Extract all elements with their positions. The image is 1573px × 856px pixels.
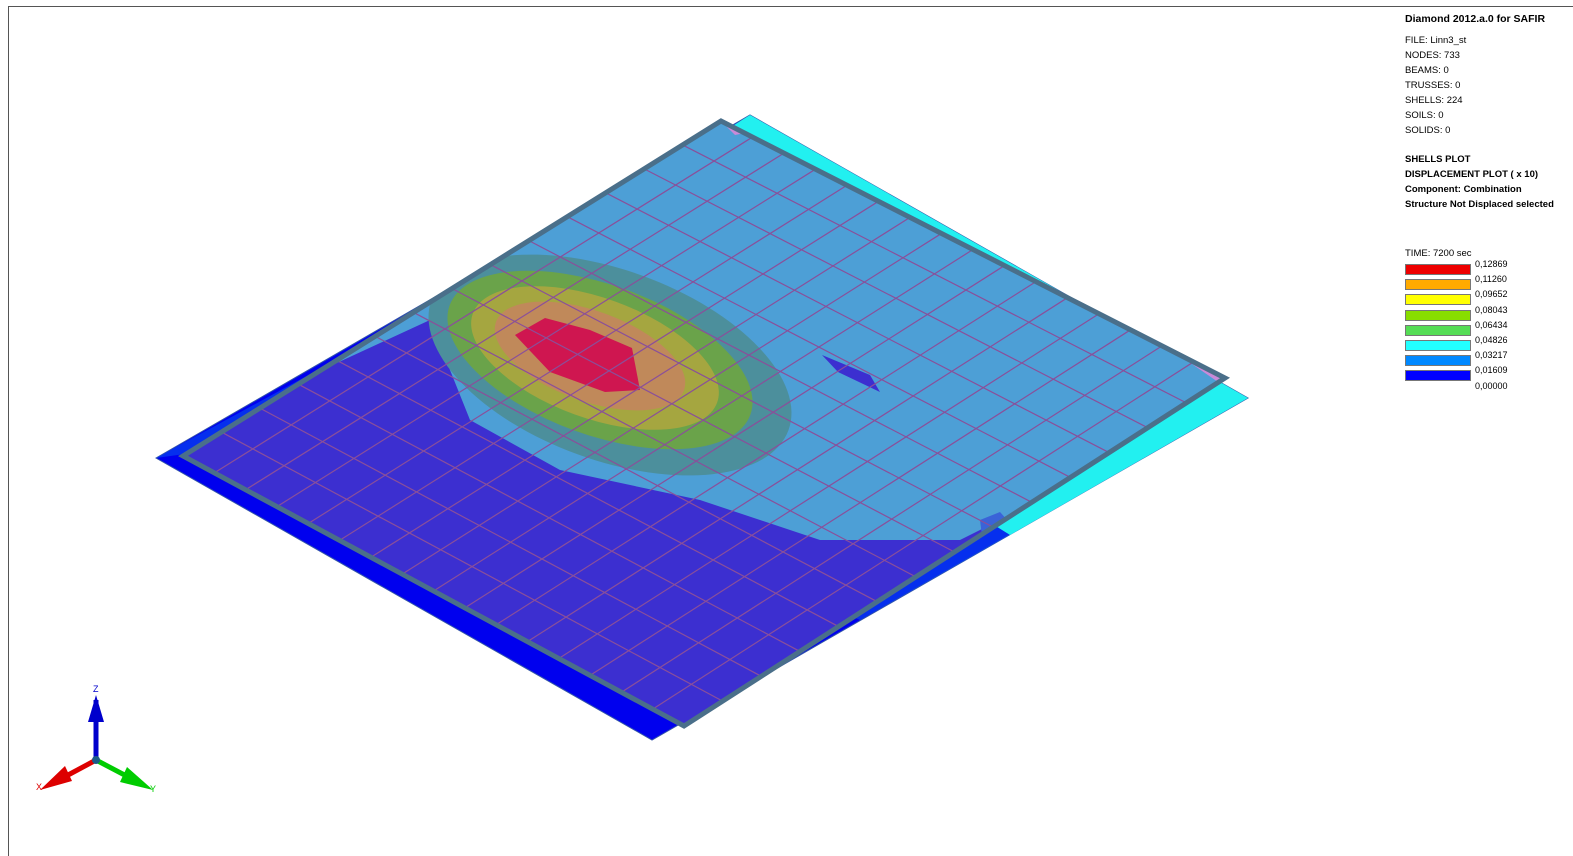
legend-row: 0,12869 — [1405, 259, 1508, 276]
legend-swatch — [1405, 264, 1471, 275]
mesh-grid — [213, 136, 1194, 710]
mesh-line — [413, 311, 917, 578]
trusses-count: TRUSSES: 0 — [1405, 80, 1461, 91]
mesh-line — [490, 264, 994, 528]
mesh-line — [528, 240, 1033, 503]
legend-level-value: 0,11260 — [1475, 274, 1507, 285]
model-info-panel: Diamond 2012.a.0 for SAFIR FILE: Linn3_s… — [1405, 12, 1573, 212]
x-axis-arrow — [40, 766, 72, 790]
legend-level-value: 0,08043 — [1475, 304, 1508, 315]
slab-blue-region — [183, 320, 1050, 726]
mesh-line — [298, 383, 801, 652]
legend-row: 0,09652 — [1405, 289, 1508, 306]
legend-row: 0,06434 — [1405, 320, 1508, 337]
plot-mode: DISPLACEMENT PLOT ( x 10) — [1405, 169, 1539, 180]
soils-count: SOILS: 0 — [1405, 110, 1444, 121]
beams-count: BEAMS: 0 — [1405, 65, 1449, 76]
legend-row: 0,08043 — [1405, 305, 1508, 322]
legend-row: 0,01609 — [1405, 365, 1508, 382]
color-legend: TIME: 7200 sec 0,12869 0,11260 0,09652 0,08… — [1405, 248, 1508, 398]
mesh-line — [643, 168, 1148, 429]
legend-row: 0,03217 — [1405, 350, 1508, 367]
legend-swatch — [1405, 279, 1471, 291]
axis-triad: Z X Y — [36, 684, 156, 794]
mesh-line — [567, 216, 1071, 478]
x-axis-label: X — [36, 782, 42, 792]
viewport-frame — [8, 6, 1573, 856]
shells-count: SHELLS: 224 — [1405, 95, 1463, 106]
legend-level-value: 0,00000 — [1475, 380, 1508, 391]
plot-component: Component: Combination — [1405, 184, 1522, 195]
y-axis-label: Y — [150, 784, 156, 794]
mesh-line — [682, 144, 1187, 404]
legend-row: 0,04826 — [1405, 335, 1508, 352]
y-axis-arrow — [120, 767, 153, 790]
slab-outline — [178, 118, 1231, 729]
legend-row: 0,00000 — [1405, 381, 1508, 398]
slab-notch — [822, 355, 880, 392]
legend-swatch — [1405, 309, 1471, 321]
legend-level-value: 0,09652 — [1475, 289, 1508, 300]
legend-swatch — [1405, 339, 1471, 351]
app-title: Diamond 2012.a.0 for SAFIR — [1405, 13, 1546, 25]
file-name: FILE: Linn3_st — [1405, 35, 1467, 46]
legend-swatch — [1405, 370, 1471, 382]
mesh-line — [374, 335, 878, 603]
plot-structure: Structure Not Displaced selected — [1405, 199, 1554, 210]
legend-time: TIME: 7200 sec — [1405, 248, 1472, 259]
legend-swatch — [1405, 294, 1471, 306]
legend-level-value: 0,03217 — [1475, 350, 1508, 361]
legend-level-value: 0,04826 — [1475, 334, 1508, 345]
legend-level-value: 0,06434 — [1475, 319, 1508, 330]
legend-level-value: 0,12869 — [1475, 259, 1508, 269]
plot-type: SHELLS PLOT — [1405, 154, 1471, 165]
z-axis-label: Z — [93, 684, 99, 694]
legend-row: 0,11260 — [1405, 274, 1507, 291]
nodes-count: NODES: 733 — [1405, 50, 1460, 61]
legend-swatch — [1405, 355, 1471, 367]
mesh-line — [259, 407, 762, 677]
legend-swatch — [1405, 324, 1471, 336]
mesh-line — [605, 192, 1110, 454]
z-axis-arrow — [88, 695, 104, 722]
legend-level-value: 0,01609 — [1475, 365, 1508, 376]
solids-count: SOLIDS: 0 — [1405, 125, 1451, 136]
mesh-line — [451, 287, 955, 553]
mesh-line — [336, 359, 839, 628]
mesh-line — [221, 431, 723, 702]
